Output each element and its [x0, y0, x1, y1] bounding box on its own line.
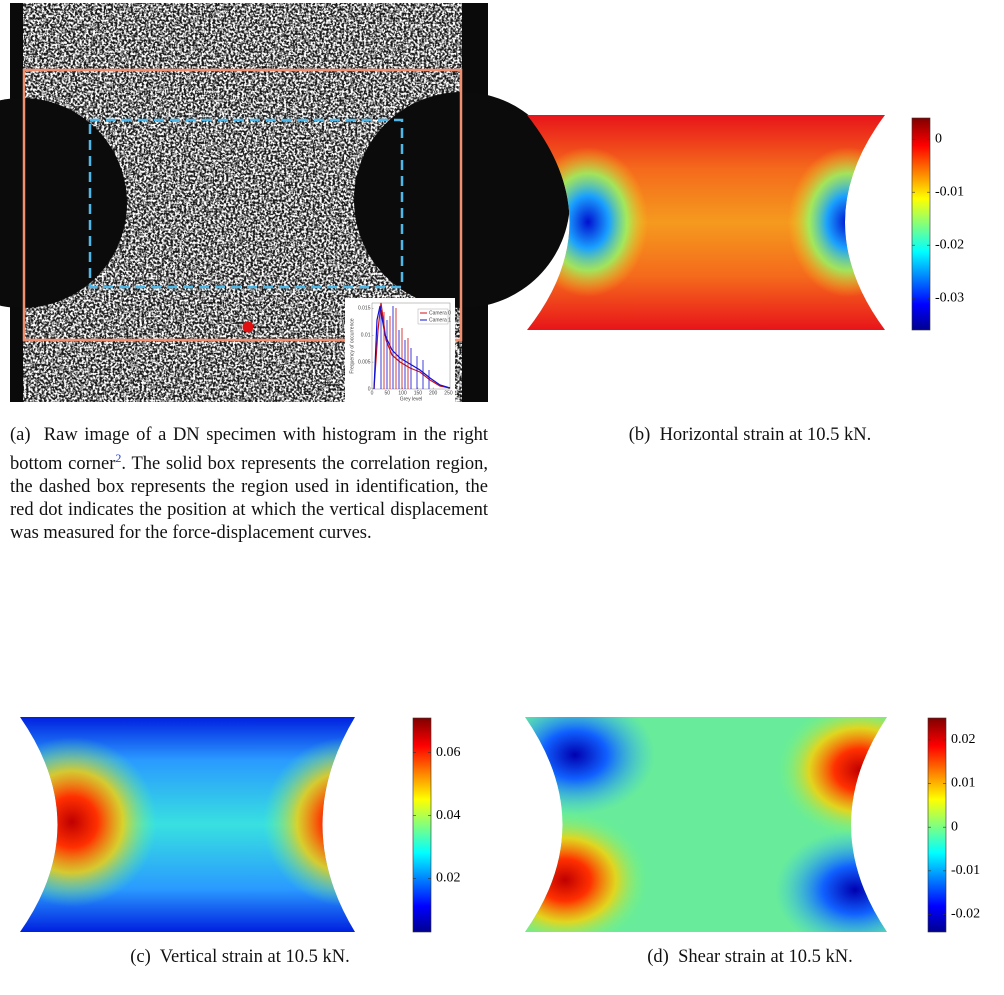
legend-entry: Camera 0: [429, 310, 451, 316]
caption-text: Raw image of a DN specimen with histogra…: [10, 425, 488, 475]
colorbar: [412, 717, 432, 933]
colorbar-tick-label: 0.02: [436, 871, 461, 886]
footnote-mark: 2: [115, 451, 122, 465]
colorbar-tick-label: 0: [951, 819, 958, 834]
caption-label: (b): [628, 425, 651, 445]
colorbar: [911, 117, 931, 331]
x-tick-label: 0: [371, 390, 374, 396]
caption-label: (a): [10, 425, 31, 445]
caption-label: (d): [647, 947, 669, 967]
x-tick-label: 250: [444, 390, 453, 396]
strain-map-d: [525, 717, 887, 932]
colorbar-tick-label: -0.02: [951, 907, 980, 922]
strain-map-c: [20, 717, 355, 932]
caption-text: Horizontal strain at 10.5 kN.: [659, 425, 872, 445]
y-tick-label: 0.01: [361, 333, 371, 339]
y-tick-label: 0.005: [358, 359, 371, 365]
colorbar-tick-label: -0.01: [951, 863, 980, 878]
colorbar-tick-label: 0: [935, 131, 942, 146]
colorbar-tick-label: -0.03: [935, 290, 964, 305]
legend-entry: Camera 1: [429, 317, 451, 323]
caption-d: (d) Shear strain at 10.5 kN.: [560, 946, 940, 969]
strain-map-b: [527, 115, 885, 330]
colorbar-tick-label: 0.02: [951, 732, 976, 747]
colorbar-tick-label: 0.04: [436, 808, 461, 823]
caption-c: (c) Vertical strain at 10.5 kN.: [40, 946, 440, 969]
x-tick-label: 50: [385, 390, 391, 396]
caption-text: Vertical strain at 10.5 kN.: [159, 947, 350, 967]
caption-text: Shear strain at 10.5 kN.: [678, 947, 853, 967]
colorbar: [927, 717, 947, 933]
x-tick-label: 200: [429, 390, 438, 396]
histogram-inset: 0 50 100 150 200 250 0 0.005 0.01 0.015 Grey level…: [349, 302, 453, 402]
colorbar-tick-label: 0.06: [436, 745, 461, 760]
caption-label: (c): [130, 947, 151, 967]
caption-text: . The solid box represents the correlati…: [10, 454, 488, 544]
y-axis-label: Frequency of occurrence: [349, 318, 355, 374]
x-axis-label: Grey level: [400, 396, 423, 402]
caption-b: (b) Horizontal strain at 10.5 kN.: [560, 424, 940, 447]
y-tick-label: 0: [368, 386, 371, 392]
caption-a: (a) Raw image of a DN specimen with hist…: [10, 424, 488, 545]
x-tick-label: 150: [414, 390, 423, 396]
raw-image: [0, 3, 570, 403]
y-tick-label: 0.015: [358, 306, 371, 312]
colorbar-tick-label: -0.02: [935, 237, 964, 252]
colorbar-tick-label: -0.01: [935, 184, 964, 199]
x-tick-label: 100: [398, 390, 407, 396]
colorbar-tick-label: 0.01: [951, 776, 976, 791]
